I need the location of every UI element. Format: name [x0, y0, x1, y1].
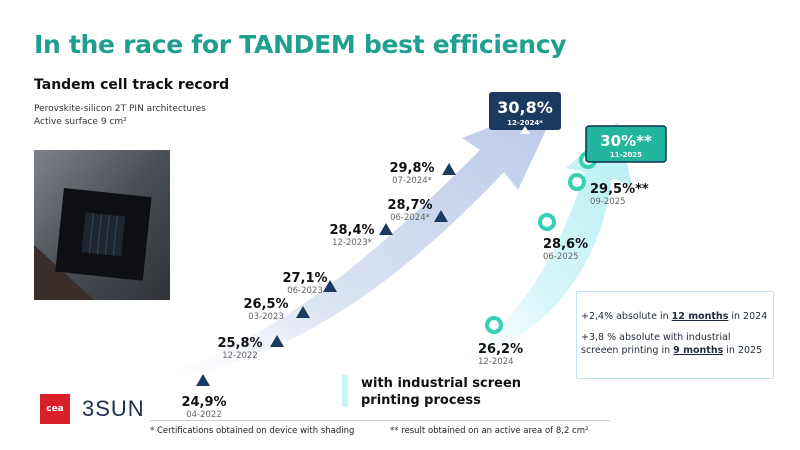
triangle-marker-1	[270, 335, 284, 347]
triangle-marker-0	[196, 374, 210, 386]
legend-swatch	[342, 375, 348, 407]
record-triangle-marker	[520, 126, 530, 134]
footer-divider	[150, 420, 610, 421]
cell-photo	[34, 150, 170, 300]
triangle-marker-4	[379, 223, 393, 235]
page-title: In the race for TANDEM best efficiency	[34, 30, 567, 59]
triangle-marker-2	[296, 306, 310, 318]
date-label-6: 07-2024*	[392, 176, 432, 186]
value-label-5: 28,7%	[387, 198, 432, 213]
legend-label: with industrial screen printing process	[361, 376, 522, 408]
triangle-marker-3	[323, 280, 337, 292]
architecture-text: Perovskite-silicon 2T PIN architectures	[34, 104, 206, 114]
cea-logo: cea	[40, 394, 70, 424]
date-label-5: 06-2024*	[390, 213, 430, 223]
date-label-1: 12-2022	[222, 351, 258, 361]
record-badge-date: 12-2024*	[507, 119, 543, 127]
teal-date-label-0: 12-2024	[478, 357, 514, 367]
teal-value-label-0: 26,2%	[478, 342, 523, 357]
chart-subtitle: Tandem cell track record	[34, 77, 230, 93]
record-badge-bg	[489, 92, 561, 130]
date-label-4: 12-2023*	[332, 238, 372, 248]
triangle-marker-5	[434, 210, 448, 222]
record-badge-value: 30,8%	[497, 98, 553, 117]
teal-circle-marker-2	[568, 173, 586, 191]
footnote-active-area: ** result obtained on an active area of …	[390, 426, 589, 436]
value-label-1: 25,8%	[217, 336, 262, 351]
improvement-notes-box: +2,4% absolute in 12 months in 2024 +3,8…	[576, 291, 774, 379]
value-label-2: 26,5%	[243, 297, 288, 312]
footnote-certifications: * Certifications obtained on device with…	[150, 426, 355, 436]
date-label-0: 04-2022	[186, 410, 222, 420]
date-label-3: 06-2023	[287, 286, 323, 296]
value-label-4: 28,4%	[329, 223, 374, 238]
teal-circle-marker-1	[538, 213, 556, 231]
value-label-3: 27,1%	[282, 271, 327, 286]
teal-date-label-2: 09-2025	[590, 197, 626, 207]
value-label-6: 29,8%	[389, 161, 434, 176]
value-label-0: 24,9%	[181, 395, 226, 410]
date-label-2: 03-2023	[248, 312, 284, 322]
company-logo: 3SUN	[82, 396, 145, 421]
teal-date-label-1: 06-2025	[543, 252, 579, 262]
industrial-badge-value: 30%**	[600, 132, 652, 150]
active-surface-text: Active surface 9 cm²	[34, 117, 127, 127]
industrial-badge-bg	[585, 125, 667, 163]
triangle-marker-6	[442, 163, 456, 175]
teal-circle-marker-0	[485, 316, 503, 334]
teal-value-label-1: 28,6%	[543, 237, 588, 252]
teal-value-label-2: 29,5%**	[590, 182, 649, 197]
note-line-2: +3,8 % absolute with industrial screeen …	[581, 332, 763, 356]
industrial-badge-date: 11-2025	[610, 151, 642, 159]
note-line-1: +2,4% absolute in 12 months in 2024	[581, 311, 768, 322]
